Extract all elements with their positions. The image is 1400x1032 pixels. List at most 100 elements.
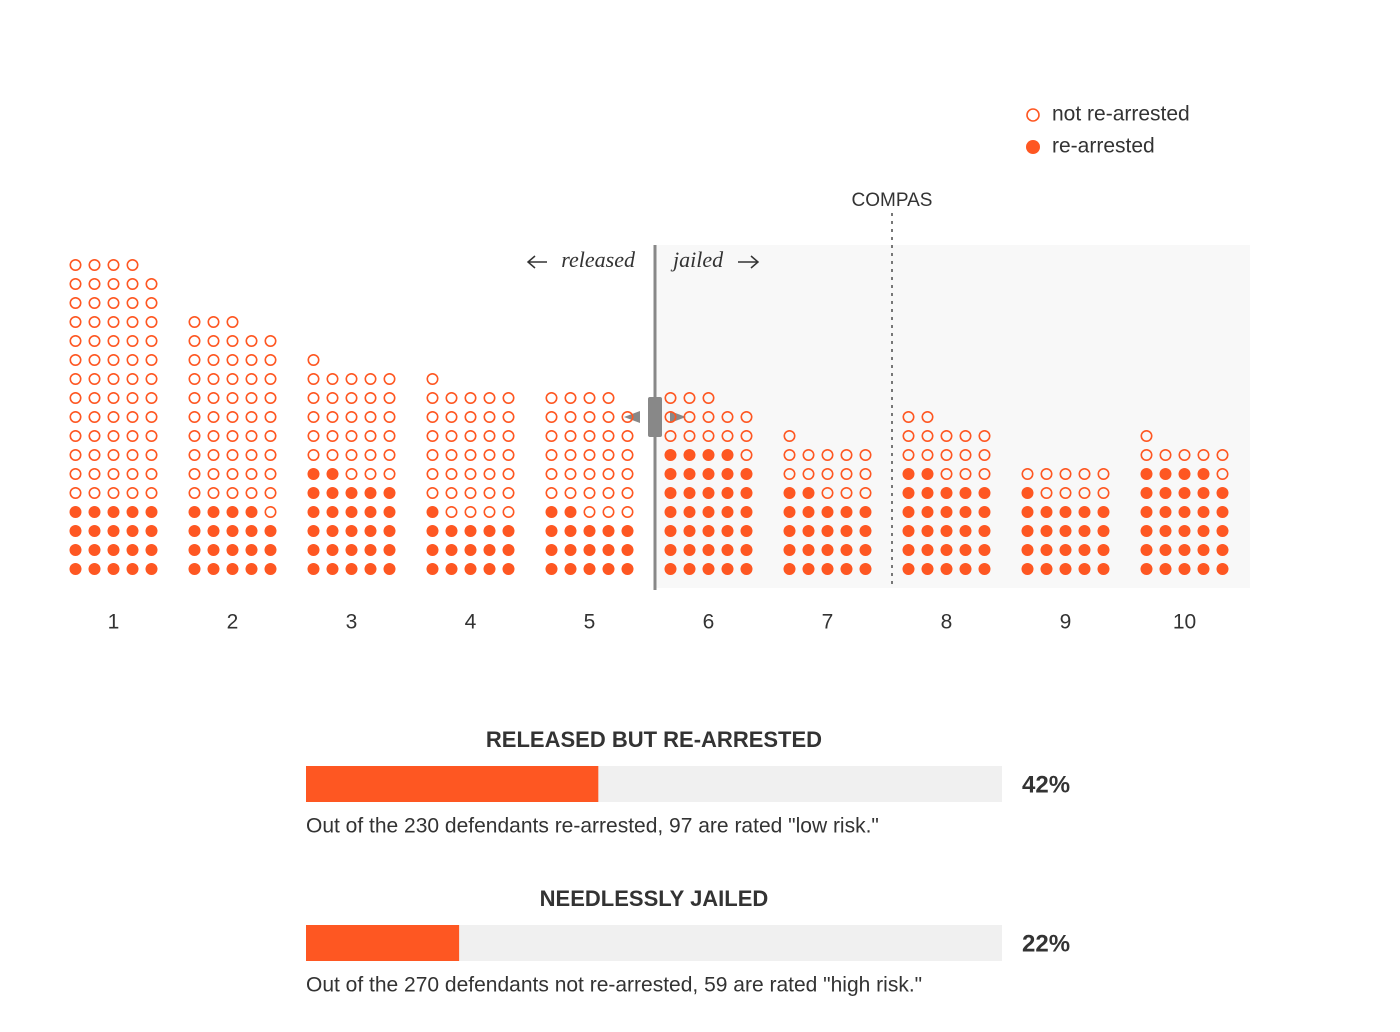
open-dot bbox=[740, 410, 753, 423]
x-tick-label: 3 bbox=[346, 611, 358, 634]
filled-dot bbox=[426, 506, 439, 518]
filled-dot bbox=[702, 449, 715, 461]
filled-dot bbox=[1097, 544, 1110, 556]
filled-dot bbox=[721, 544, 734, 556]
filled-dot bbox=[502, 525, 515, 537]
legend-label: not re-arrested bbox=[1052, 103, 1190, 126]
filled-dot bbox=[921, 487, 934, 499]
open-dot bbox=[69, 296, 82, 309]
filled-dot bbox=[840, 525, 853, 537]
open-dot bbox=[426, 467, 439, 480]
open-dot bbox=[245, 391, 258, 404]
open-dot bbox=[1159, 448, 1172, 461]
jailed-label: jailed bbox=[670, 247, 724, 272]
filled-dot bbox=[840, 544, 853, 556]
open-dot bbox=[502, 391, 515, 404]
open-dot bbox=[207, 391, 220, 404]
filled-dot bbox=[1078, 563, 1091, 575]
open-dot bbox=[664, 429, 677, 442]
filled-dot bbox=[264, 525, 277, 537]
filled-dot bbox=[902, 487, 915, 499]
open-dot bbox=[564, 486, 577, 499]
filled-dot bbox=[1159, 563, 1172, 575]
open-dot bbox=[126, 296, 139, 309]
filled-dot bbox=[326, 563, 339, 575]
filled-dot bbox=[426, 525, 439, 537]
open-dot bbox=[107, 296, 120, 309]
open-dot bbox=[145, 277, 158, 290]
filled-dot bbox=[683, 468, 696, 480]
filled-dot bbox=[721, 449, 734, 461]
filled-dot bbox=[959, 563, 972, 575]
filled-dot bbox=[1197, 544, 1210, 556]
filled-dot bbox=[188, 544, 201, 556]
filled-dot bbox=[445, 544, 458, 556]
compas-label: COMPAS bbox=[852, 190, 933, 211]
filled-dot bbox=[921, 525, 934, 537]
filled-dot bbox=[602, 525, 615, 537]
filled-dot bbox=[740, 544, 753, 556]
open-dot bbox=[602, 429, 615, 442]
filled-dot bbox=[921, 563, 934, 575]
open-dot bbox=[207, 372, 220, 385]
open-dot bbox=[978, 467, 991, 480]
filled-dot bbox=[1140, 525, 1153, 537]
open-dot bbox=[364, 372, 377, 385]
open-dot bbox=[1197, 448, 1210, 461]
filled-dot bbox=[1040, 544, 1053, 556]
open-dot bbox=[783, 448, 796, 461]
open-dot bbox=[821, 486, 834, 499]
open-dot bbox=[940, 448, 953, 461]
filled-dot bbox=[683, 449, 696, 461]
open-dot bbox=[69, 467, 82, 480]
filled-dot bbox=[602, 544, 615, 556]
open-dot bbox=[126, 429, 139, 442]
open-dot bbox=[821, 448, 834, 461]
open-dot bbox=[264, 486, 277, 499]
open-dot bbox=[464, 448, 477, 461]
open-dot bbox=[107, 429, 120, 442]
filled-dot bbox=[921, 544, 934, 556]
filled-dot bbox=[583, 525, 596, 537]
threshold-handle[interactable] bbox=[648, 397, 662, 437]
metric-value: 22% bbox=[1022, 930, 1070, 957]
open-dot bbox=[69, 258, 82, 271]
open-dot bbox=[583, 429, 596, 442]
open-dot bbox=[902, 410, 915, 423]
open-dot bbox=[245, 429, 258, 442]
open-dot bbox=[664, 391, 677, 404]
open-dot bbox=[69, 315, 82, 328]
open-dot bbox=[345, 391, 358, 404]
filled-dot bbox=[940, 563, 953, 575]
open-dot bbox=[702, 391, 715, 404]
filled-dot bbox=[802, 525, 815, 537]
open-dot bbox=[564, 391, 577, 404]
open-dot bbox=[783, 429, 796, 442]
filled-dot bbox=[583, 563, 596, 575]
open-dot bbox=[126, 372, 139, 385]
open-dot bbox=[564, 467, 577, 480]
open-dot bbox=[978, 448, 991, 461]
metric-note: Out of the 230 defendants re-arrested, 9… bbox=[306, 815, 879, 838]
filled-dot bbox=[740, 525, 753, 537]
open-dot bbox=[502, 486, 515, 499]
open-dot bbox=[188, 429, 201, 442]
open-dot bbox=[1059, 467, 1072, 480]
open-dot bbox=[207, 353, 220, 366]
open-dot bbox=[1021, 467, 1034, 480]
x-tick-label: 4 bbox=[465, 611, 477, 634]
filled-dot bbox=[821, 525, 834, 537]
filled-dot bbox=[1216, 487, 1229, 499]
open-dot bbox=[583, 486, 596, 499]
filled-dot bbox=[145, 525, 158, 537]
filled-dot bbox=[978, 506, 991, 518]
metric-bar bbox=[306, 766, 599, 802]
open-dot bbox=[583, 391, 596, 404]
metric-title: NEEDLESSLY JAILED bbox=[540, 886, 769, 911]
open-dot bbox=[602, 448, 615, 461]
open-dot bbox=[959, 448, 972, 461]
filled-dot bbox=[145, 563, 158, 575]
open-dot bbox=[721, 410, 734, 423]
filled-dot bbox=[483, 544, 496, 556]
open-dot bbox=[621, 467, 634, 480]
